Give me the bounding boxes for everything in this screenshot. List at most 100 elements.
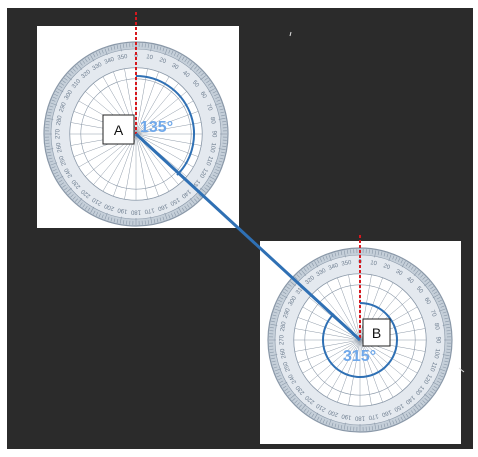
protractor-tick bbox=[314, 261, 319, 268]
protractor-tick bbox=[380, 251, 383, 256]
protractor-degree-label: 280 bbox=[56, 114, 64, 126]
protractor-spoke bbox=[359, 339, 403, 391]
protractor-tick bbox=[374, 422, 377, 430]
protractor-spoke bbox=[135, 100, 194, 135]
protractor-tick bbox=[445, 357, 450, 360]
protractor-tick bbox=[214, 93, 218, 97]
protractor-tick bbox=[116, 219, 119, 224]
protractor-tick bbox=[70, 70, 74, 74]
protractor-tick bbox=[269, 327, 274, 329]
point-b-box bbox=[362, 318, 391, 347]
protractor-tick bbox=[288, 393, 292, 397]
protractor-spoke bbox=[135, 71, 159, 135]
protractor-tick bbox=[207, 82, 212, 86]
protractor-tick bbox=[47, 111, 52, 114]
protractor-tick bbox=[290, 393, 296, 399]
protractor-tick bbox=[77, 64, 83, 70]
protractor-tick bbox=[50, 162, 58, 166]
protractor-tick bbox=[278, 377, 282, 381]
protractor-tick bbox=[270, 354, 278, 357]
protractor-spoke bbox=[135, 133, 199, 157]
protractor-tick bbox=[317, 259, 320, 264]
protractor-spoke bbox=[135, 111, 199, 135]
protractor-tick bbox=[64, 77, 68, 81]
protractor-tick bbox=[340, 425, 343, 430]
protractor-spoke bbox=[317, 339, 361, 391]
protractor-tick bbox=[176, 210, 179, 215]
protractor-tick bbox=[214, 162, 222, 166]
protractor-degree-label: 340 bbox=[104, 56, 116, 65]
protractor-tick bbox=[282, 291, 287, 295]
protractor-tick bbox=[444, 360, 449, 363]
protractor-tick bbox=[438, 299, 442, 303]
protractor-tick bbox=[93, 53, 96, 58]
protractor-tick bbox=[60, 82, 65, 86]
protractor-tick bbox=[325, 255, 328, 260]
protractor-spoke bbox=[326, 339, 361, 398]
protractor-tick bbox=[107, 216, 110, 221]
protractor-tick bbox=[371, 249, 373, 254]
protractor-tick bbox=[119, 44, 122, 52]
protractor-tick bbox=[72, 196, 76, 200]
protractor-tick bbox=[405, 413, 409, 418]
protractor-tick bbox=[60, 182, 65, 186]
protractor-tick bbox=[93, 210, 96, 215]
protractor-tick bbox=[422, 400, 426, 404]
protractor-tick bbox=[331, 422, 334, 427]
protractor-tick bbox=[52, 96, 57, 99]
protractor-tick bbox=[442, 311, 447, 314]
protractor-degree-label: 240 bbox=[64, 166, 75, 178]
protractor-degree-label: 320 bbox=[304, 275, 316, 286]
protractor-tick bbox=[77, 198, 83, 204]
protractor-degree-label: 90 bbox=[434, 337, 440, 344]
protractor-tick bbox=[347, 426, 349, 431]
protractor-tick bbox=[171, 50, 174, 55]
protractor-tick bbox=[45, 121, 50, 123]
protractor-tick bbox=[196, 196, 200, 200]
protractor-tick bbox=[408, 411, 412, 416]
protractor-degree-label: 40 bbox=[405, 276, 414, 285]
protractor-tick bbox=[196, 68, 200, 72]
protractor-degree-label: 20 bbox=[158, 57, 167, 65]
protractor-tick bbox=[207, 182, 212, 186]
protractor-tick bbox=[420, 274, 424, 278]
protractor-degree-label: 120 bbox=[422, 373, 433, 385]
protractor-tick bbox=[303, 408, 307, 412]
protractor-tick bbox=[408, 264, 412, 269]
protractor-tick bbox=[319, 418, 323, 422]
protractor-degree-label: 270 bbox=[280, 334, 286, 345]
protractor-tick bbox=[64, 187, 68, 191]
protractor-tick bbox=[388, 418, 392, 426]
protractor-tick bbox=[156, 45, 159, 50]
protractor-tick bbox=[216, 166, 221, 169]
protractor-tick bbox=[431, 288, 436, 292]
protractor-tick bbox=[220, 111, 225, 114]
protractor-tick bbox=[84, 205, 88, 210]
protractor-tick bbox=[156, 218, 159, 223]
protractor-tick bbox=[209, 85, 214, 89]
protractor-tick bbox=[48, 157, 53, 160]
protractor-tick bbox=[153, 219, 156, 224]
protractor-tick bbox=[215, 169, 220, 172]
protractor-spoke bbox=[359, 339, 383, 403]
protractor-tick bbox=[74, 66, 79, 70]
protractor-tick bbox=[395, 419, 398, 424]
protractor-tick bbox=[218, 105, 223, 108]
protractor-tick bbox=[413, 268, 417, 272]
protractor-tick bbox=[54, 171, 58, 175]
protractor-degree-label: 90 bbox=[210, 131, 216, 138]
protractor-tick bbox=[162, 47, 165, 52]
protractor-degree-label: 0 bbox=[134, 54, 138, 60]
protractor-spoke bbox=[326, 282, 361, 341]
protractor-tick bbox=[110, 46, 113, 51]
protractor-tick bbox=[334, 252, 337, 257]
protractor-tick bbox=[95, 212, 99, 216]
protractor-tick bbox=[189, 198, 195, 204]
protractor-degree-label: 20 bbox=[382, 263, 391, 271]
protractor-tick bbox=[51, 166, 56, 169]
protractor-tick bbox=[168, 214, 171, 219]
protractor-tick bbox=[436, 380, 441, 383]
protractor-tick bbox=[58, 179, 63, 183]
protractor-tick bbox=[159, 46, 162, 51]
protractor-tick bbox=[271, 317, 276, 320]
